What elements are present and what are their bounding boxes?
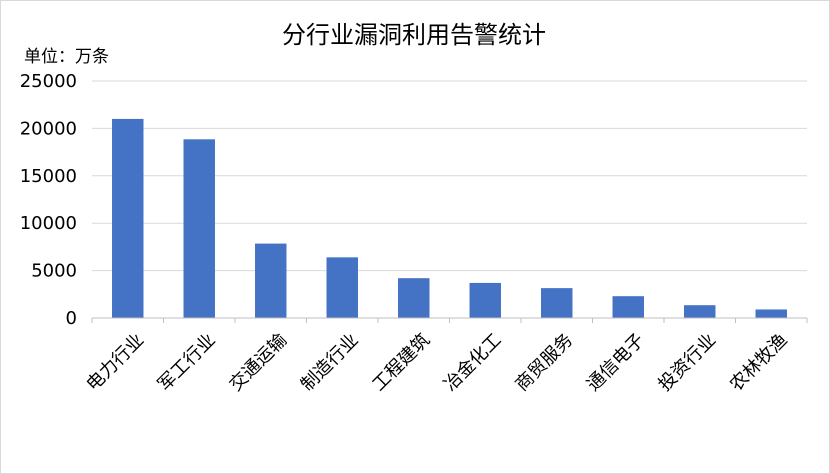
bar [612, 296, 644, 318]
bar [684, 305, 716, 318]
bar [183, 139, 215, 318]
bar [541, 288, 573, 318]
bar [326, 257, 358, 318]
x-tick-label: 农林牧渔 [726, 330, 792, 396]
x-tick-label: 军工行业 [154, 330, 220, 396]
y-tick-label: 15000 [20, 166, 77, 187]
bars [112, 118, 787, 318]
x-tick-label: 交通运输 [225, 330, 291, 396]
x-axis-labels: 电力行业 军工行业 交通运输 制造行业 工程建筑 冶金化工 商贸服务 通信电子 投资行业 农林牧渔 [82, 330, 791, 396]
bar [469, 282, 501, 318]
x-tick-label: 冶金化工 [440, 330, 506, 396]
y-tick-label: 0 [66, 308, 77, 329]
y-tick-label: 10000 [20, 213, 77, 234]
bar [398, 278, 430, 318]
x-tick-label: 制造行业 [297, 330, 363, 396]
x-tick-label: 商贸服务 [511, 330, 577, 396]
x-tick-label: 通信电子 [583, 330, 649, 396]
y-axis-ticks: 0 5000 10000 15000 20000 25000 [20, 71, 77, 329]
unit-label: 单位：万条 [24, 47, 109, 67]
x-tick-label: 工程建筑 [368, 330, 434, 396]
bar [255, 243, 287, 318]
bar [112, 118, 144, 318]
y-tick-label: 25000 [20, 71, 77, 92]
y-tick-label: 5000 [31, 261, 77, 282]
y-tick-label: 20000 [20, 118, 77, 139]
chart-title: 分行业漏洞利用告警统计 [282, 21, 546, 49]
x-tick-label: 电力行业 [82, 330, 148, 396]
x-tick-label: 投资行业 [654, 330, 720, 396]
x-axis [91, 317, 808, 323]
bar [755, 309, 787, 318]
